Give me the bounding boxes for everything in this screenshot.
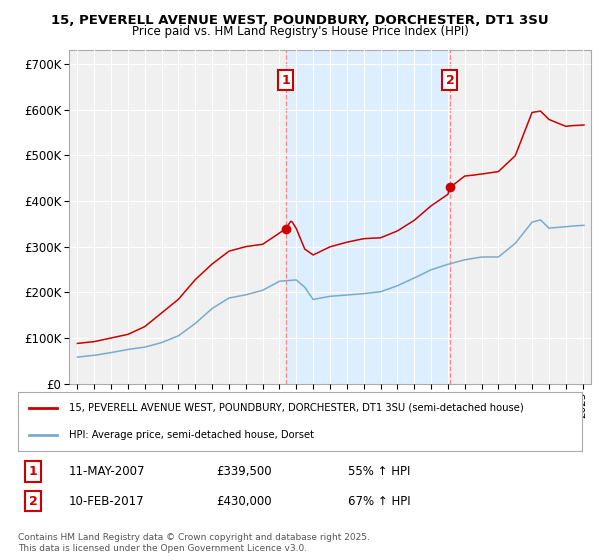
Text: 2: 2 <box>446 73 454 87</box>
Text: HPI: Average price, semi-detached house, Dorset: HPI: Average price, semi-detached house,… <box>69 430 314 440</box>
Text: £430,000: £430,000 <box>216 494 272 508</box>
Text: 11-MAY-2007: 11-MAY-2007 <box>69 465 146 478</box>
Text: 15, PEVERELL AVENUE WEST, POUNDBURY, DORCHESTER, DT1 3SU: 15, PEVERELL AVENUE WEST, POUNDBURY, DOR… <box>51 14 549 27</box>
Text: 1: 1 <box>281 73 290 87</box>
Text: £339,500: £339,500 <box>216 465 272 478</box>
Text: Price paid vs. HM Land Registry's House Price Index (HPI): Price paid vs. HM Land Registry's House … <box>131 25 469 38</box>
Text: 55% ↑ HPI: 55% ↑ HPI <box>348 465 410 478</box>
Text: 10-FEB-2017: 10-FEB-2017 <box>69 494 145 508</box>
Text: 15, PEVERELL AVENUE WEST, POUNDBURY, DORCHESTER, DT1 3SU (semi-detached house): 15, PEVERELL AVENUE WEST, POUNDBURY, DOR… <box>69 403 524 413</box>
Text: 2: 2 <box>29 494 37 508</box>
Bar <box>286 50 450 384</box>
Text: 1: 1 <box>29 465 37 478</box>
Text: Contains HM Land Registry data © Crown copyright and database right 2025.
This d: Contains HM Land Registry data © Crown c… <box>18 533 370 553</box>
Text: 67% ↑ HPI: 67% ↑ HPI <box>348 494 410 508</box>
